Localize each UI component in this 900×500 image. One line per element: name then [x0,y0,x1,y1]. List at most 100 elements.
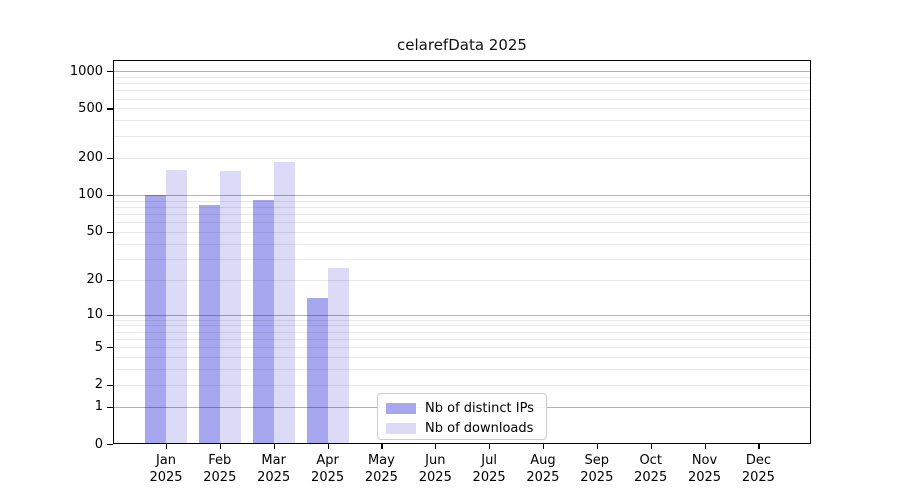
y-tick-label-2: 2 [94,377,103,393]
y-tick-200 [107,157,113,159]
x-tick-month: Jul [481,453,497,468]
y-tick-label-20: 20 [86,272,103,288]
y-gridline-9 [113,319,811,321]
x-tick-year: 2025 [687,470,722,485]
y-gridline-100 [113,194,811,196]
x-tick-month: Jun [425,453,446,468]
y-gridline-800 [113,83,811,84]
y-tick-500 [107,108,113,110]
bar-nb-of-downloads-1 [219,171,241,444]
x-tick-year: 2025 [257,470,291,485]
y-gridline-7 [113,331,811,333]
y-gridline-2 [113,384,811,386]
x-tick-label-2: Mar 2025 [242,452,306,486]
x-tick-month: Sep [584,453,610,468]
y-gridline-1000 [113,71,811,72]
bar-nb-of-distinct-ips-3 [306,297,328,444]
y-gridline-400 [113,120,811,122]
y-gridline-200 [113,157,811,159]
y-tick-label-1000: 1000 [69,63,103,79]
chart-title: celarefData 2025 [397,36,527,54]
y-gridline-50 [113,231,811,233]
y-tick-label-0: 0 [94,436,103,452]
y-tick-label-1: 1 [94,399,103,415]
y-tick-0 [107,444,113,446]
x-tick-label-4: May 2025 [349,452,413,486]
x-tick-9 [650,444,652,449]
x-tick-2 [273,444,275,449]
y-gridline-60 [113,222,811,224]
legend-swatch-1 [386,423,416,434]
x-tick-year: 2025 [472,470,506,485]
x-tick-month: Jan [155,453,177,468]
y-tick-label-200: 200 [78,150,103,166]
x-tick-year: 2025 [526,470,560,485]
y-tick-label-100: 100 [78,187,103,203]
bar-nb-of-downloads-3 [327,268,349,444]
x-tick-10 [704,444,706,449]
x-tick-year: 2025 [580,470,614,485]
y-tick-5 [107,347,113,349]
legend-item-1: Nb of downloads [386,419,538,438]
x-tick-year: 2025 [418,470,452,485]
y-gridline-30 [113,258,811,260]
y-gridline-500 [113,108,811,110]
x-tick-label-6: Jul 2025 [457,452,521,486]
x-tick-5 [435,444,437,449]
y-gridline-40 [113,243,811,245]
bar-nb-of-distinct-ips-0 [145,194,166,444]
y-gridline-300 [113,135,811,137]
y-tick-label-500: 500 [78,100,103,116]
x-tick-8 [596,444,598,449]
y-tick-10 [107,314,113,316]
y-gridline-10 [113,314,811,316]
legend: Nb of distinct IPs Nb of downloads [377,393,547,440]
y-gridline-900 [113,76,811,78]
y-tick-label-50: 50 [86,224,103,240]
x-tick-year: 2025 [741,470,775,485]
x-tick-4 [381,444,383,449]
x-tick-month: Nov [691,453,718,468]
x-tick-year: 2025 [311,470,345,485]
y-tick-label-5: 5 [94,339,103,355]
x-tick-label-5: Jun 2025 [403,452,467,486]
x-tick-year: 2025 [634,470,668,485]
x-tick-year: 2025 [364,470,398,485]
y-tick-20 [107,279,113,281]
y-gridline-600 [113,98,811,100]
x-tick-7 [542,444,545,449]
bar-nb-of-distinct-ips-2 [252,199,274,444]
y-gridline-6 [113,338,811,340]
legend-label-0: Nb of distinct IPs [425,401,534,416]
y-gridline-3 [113,369,811,371]
x-tick-month: Aug [530,453,556,468]
x-tick-0 [166,444,168,449]
plot-area: Nb of distinct IPs Nb of downloads 0 1 2 5 10… [70,60,811,485]
x-tick-6 [489,444,491,449]
x-tick-month: May [367,453,395,468]
y-gridline-8 [113,325,811,327]
x-tick-label-11: Dec 2025 [726,452,790,486]
y-tick-2 [107,384,113,386]
y-tick-label-10: 10 [86,307,103,322]
x-tick-label-8: Sep 2025 [565,452,629,486]
y-gridline-90 [113,200,811,202]
legend-item-0: Nb of distinct IPs [386,399,538,418]
legend-label-1: Nb of downloads [425,421,534,436]
x-tick-label-3: Apr 2025 [296,452,360,486]
x-tick-year: 2025 [203,470,237,485]
x-tick-label-9: Oct 2025 [619,452,683,486]
x-tick-month: Dec [745,453,771,468]
y-tick-1 [107,406,113,408]
x-tick-month: Apr [316,453,339,468]
x-tick-year: 2025 [149,470,183,485]
y-tick-50 [107,231,113,233]
y-gridline-5 [113,347,811,349]
bar-nb-of-downloads-2 [273,162,295,444]
y-gridline-20 [113,279,811,281]
y-gridline-4 [113,357,811,359]
x-tick-11 [758,444,760,449]
y-gridline-80 [113,206,811,208]
x-tick-1 [219,444,221,449]
